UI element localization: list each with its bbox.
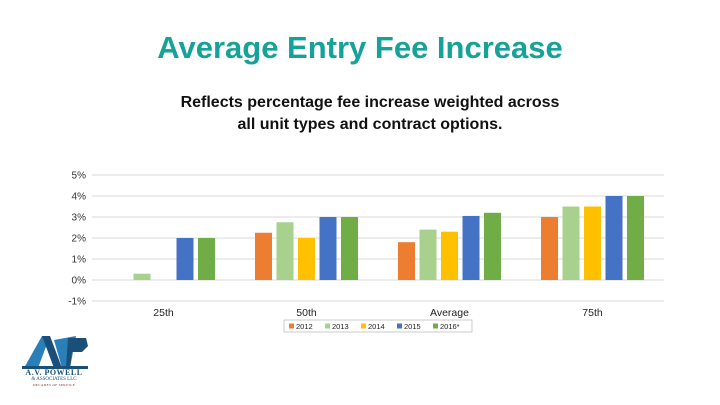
bar-2012-75th [541, 217, 558, 280]
legend-swatch [289, 323, 294, 329]
logo-name: A.V. POWELL [25, 368, 83, 377]
bar-2013-75th [562, 206, 580, 280]
bar-2014-average [441, 231, 458, 280]
legend-label: 2014 [368, 322, 385, 331]
logo-p-stroke [66, 338, 88, 368]
legend-swatch [397, 323, 402, 329]
y-tick-label: 5% [72, 171, 87, 182]
logo-text: A.V. POWELL & ASSOCIATES LLC DECADES OF … [18, 368, 90, 388]
x-tick-label: 75th [582, 307, 603, 319]
bar-2015-75th [605, 196, 623, 280]
legend-label: 2013 [332, 322, 349, 331]
bar-2013-50th [276, 222, 294, 280]
y-tick-label: 0% [72, 276, 87, 287]
bar-2015-50th [319, 217, 337, 280]
logo-tagline: DECADES OF SERVICE [32, 383, 76, 387]
bar-2016-average [484, 212, 501, 280]
chart-subtitle: Reflects percentage fee increase weighte… [110, 92, 630, 136]
y-tick-label: 3% [72, 213, 87, 224]
bar-2016-50th [341, 217, 358, 280]
x-tick-label: Average [430, 307, 469, 319]
x-tick-label: 50th [296, 307, 317, 319]
bar-2015-average [462, 215, 480, 280]
legend-label: 2015 [404, 322, 421, 331]
bar-2012-average [398, 242, 415, 280]
y-tick-label: 1% [72, 255, 87, 266]
bar-2013-25th [133, 273, 151, 280]
legend-label: 2012 [296, 322, 313, 331]
logo-subname: & ASSOCIATES LLC [31, 377, 77, 382]
y-tick-label: -1% [68, 297, 86, 308]
bar-2015-25th [176, 238, 194, 280]
legend-label: 2016* [440, 322, 460, 331]
bar-2012-50th [255, 232, 272, 280]
y-tick-label: 2% [72, 234, 87, 245]
logo-a-stroke-right [42, 336, 62, 368]
bar-2014-50th [298, 238, 315, 280]
x-tick-label: 25th [153, 307, 174, 319]
subtitle-line-1: Reflects percentage fee increase weighte… [180, 94, 560, 111]
bar-2013-average [419, 229, 437, 280]
y-tick-label: 4% [72, 192, 87, 203]
bar-2016-25th [198, 238, 215, 280]
bar-2016-75th [627, 196, 644, 280]
bar-2014-75th [584, 206, 601, 280]
logo-base-bar [22, 366, 88, 369]
legend-box [283, 319, 473, 333]
legend-swatch [325, 323, 330, 329]
page-title: Average Entry Fee Increase [157, 30, 563, 65]
logo-a-stroke-left [24, 336, 50, 368]
company-logo [22, 336, 88, 369]
subtitle-line-2: all unit types and contract options. [237, 116, 503, 133]
legend-swatch [433, 323, 438, 329]
legend-swatch [361, 323, 366, 329]
